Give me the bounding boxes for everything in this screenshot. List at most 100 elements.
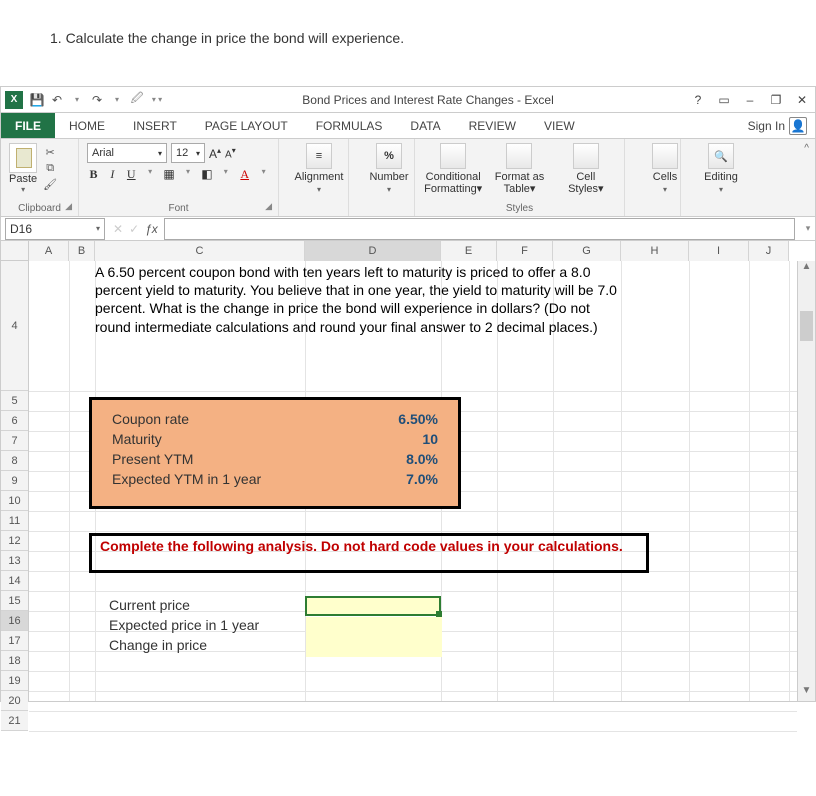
row-header-11[interactable]: 11	[1, 511, 28, 531]
row-header-4[interactable]: 4	[1, 261, 28, 391]
fill-handle[interactable]	[436, 611, 442, 617]
vertical-scrollbar[interactable]: ▲ ▼	[797, 261, 815, 701]
collapse-ribbon-icon[interactable]: ^	[798, 139, 815, 216]
editing-icon[interactable]: 🔍	[708, 143, 734, 169]
formula-input[interactable]	[164, 218, 795, 240]
col-header-E[interactable]: E	[441, 241, 497, 261]
format-as-table-icon[interactable]	[506, 143, 532, 169]
qat-redo-drop[interactable]: ▾	[107, 90, 127, 110]
row-header-15[interactable]: 15	[1, 591, 28, 611]
col-header-I[interactable]: I	[689, 241, 749, 261]
row-header-21[interactable]: 21	[1, 711, 28, 731]
row-header-7[interactable]: 7	[1, 431, 28, 451]
paste-icon[interactable]	[9, 143, 37, 173]
paste-button[interactable]: Paste	[9, 173, 37, 185]
tab-file[interactable]: FILE	[1, 113, 55, 138]
cell-styles-icon[interactable]	[573, 143, 599, 169]
conditional-formatting-icon[interactable]	[440, 143, 466, 169]
row-header-16[interactable]: 16	[1, 611, 28, 631]
row-header-14[interactable]: 14	[1, 571, 28, 591]
col-header-G[interactable]: G	[553, 241, 621, 261]
italic-button[interactable]: I	[106, 167, 119, 182]
font-launcher-icon[interactable]: ◢	[265, 201, 272, 212]
qat-undo-drop[interactable]: ▾	[67, 90, 87, 110]
row-header-12[interactable]: 12	[1, 531, 28, 551]
font-name-select[interactable]: Arial▾	[87, 143, 167, 163]
bold-button[interactable]: B	[87, 167, 100, 182]
row-header-20[interactable]: 20	[1, 691, 28, 711]
format-painter-icon[interactable]: 🖌	[41, 177, 59, 191]
borders-icon[interactable]: ▦	[163, 167, 176, 182]
cell-d18[interactable]	[306, 637, 442, 657]
tab-data[interactable]: DATA	[396, 113, 454, 138]
tab-review[interactable]: REVIEW	[455, 113, 530, 138]
row-header-18[interactable]: 18	[1, 651, 28, 671]
editing-button[interactable]: Editing	[704, 171, 738, 183]
qat-customize-icon[interactable]: 🖉	[127, 90, 147, 110]
underline-button[interactable]: U	[125, 167, 138, 182]
tab-insert[interactable]: INSERT	[119, 113, 191, 138]
sign-in[interactable]: Sign In 👤	[740, 113, 815, 138]
qat-redo-icon[interactable]: ↷	[87, 90, 107, 110]
cut-icon[interactable]: ✂	[41, 145, 59, 159]
fx-icon[interactable]: ƒx	[145, 222, 158, 236]
worksheet-cells[interactable]: A 6.50 percent coupon bond with ten year…	[29, 261, 797, 701]
cancel-formula-icon[interactable]: ✕	[113, 222, 123, 236]
alignment-button[interactable]: Alignment	[295, 171, 344, 183]
tab-home[interactable]: HOME	[55, 113, 119, 138]
col-header-A[interactable]: A	[29, 241, 69, 261]
cell-styles-button[interactable]: CellStyles▾	[568, 171, 603, 195]
font-color-drop[interactable]: ▾	[257, 167, 270, 182]
ribbon-options-icon[interactable]: ▭	[715, 93, 733, 107]
qat-undo-icon[interactable]: ↶	[47, 90, 67, 110]
row-header-10[interactable]: 10	[1, 491, 28, 511]
name-box[interactable]: D16 ▾	[5, 218, 105, 240]
row-header-9[interactable]: 9	[1, 471, 28, 491]
paste-drop[interactable]: ▾	[21, 185, 25, 194]
active-cell-d16[interactable]	[305, 596, 441, 616]
clipboard-launcher-icon[interactable]: ◢	[65, 201, 72, 212]
col-header-F[interactable]: F	[497, 241, 553, 261]
conditional-formatting-button[interactable]: ConditionalFormatting▾	[424, 171, 482, 195]
fill-color-icon[interactable]: ◧	[200, 167, 213, 182]
underline-drop[interactable]: ▾	[144, 167, 157, 182]
percent-icon[interactable]: %	[376, 143, 402, 169]
col-header-H[interactable]: H	[621, 241, 689, 261]
row-header-13[interactable]: 13	[1, 551, 28, 571]
select-all-corner[interactable]	[1, 241, 29, 261]
row-header-19[interactable]: 19	[1, 671, 28, 691]
font-size-select[interactable]: 12▾	[171, 143, 205, 163]
help-icon[interactable]: ?	[689, 93, 707, 107]
row-header-5[interactable]: 5	[1, 391, 28, 411]
format-as-table-button[interactable]: Format asTable▾	[495, 171, 545, 195]
cell-d17[interactable]	[306, 617, 442, 637]
scroll-up-icon[interactable]: ▲	[798, 261, 815, 277]
tab-view[interactable]: VIEW	[530, 113, 589, 138]
fill-drop[interactable]: ▾	[219, 167, 232, 182]
qat-more[interactable]: ▾ ▾	[147, 90, 167, 110]
increase-font-icon[interactable]: A▴	[209, 146, 221, 161]
qat-save-icon[interactable]: 💾	[27, 90, 47, 110]
tab-page-layout[interactable]: PAGE LAYOUT	[191, 113, 302, 138]
minimize-icon[interactable]: –	[741, 93, 759, 107]
scroll-thumb[interactable]	[800, 311, 813, 341]
number-button[interactable]: Number	[369, 171, 408, 183]
col-header-J[interactable]: J	[749, 241, 789, 261]
enter-formula-icon[interactable]: ✓	[129, 222, 139, 236]
borders-drop[interactable]: ▾	[182, 167, 195, 182]
row-header-17[interactable]: 17	[1, 631, 28, 651]
row-header-8[interactable]: 8	[1, 451, 28, 471]
decrease-font-icon[interactable]: A▾	[225, 146, 236, 160]
alignment-icon[interactable]: ≡	[306, 143, 332, 169]
expand-formula-bar-icon[interactable]: ▾	[801, 223, 815, 234]
col-header-C[interactable]: C	[95, 241, 305, 261]
cells-button[interactable]: Cells	[653, 171, 677, 183]
copy-icon[interactable]: ⧉	[41, 161, 59, 175]
scroll-down-icon[interactable]: ▼	[798, 685, 815, 701]
font-color-icon[interactable]: A	[238, 167, 251, 182]
close-icon[interactable]: ✕	[793, 93, 811, 107]
row-header-6[interactable]: 6	[1, 411, 28, 431]
col-header-B[interactable]: B	[69, 241, 95, 261]
tab-formulas[interactable]: FORMULAS	[302, 113, 397, 138]
col-header-D[interactable]: D	[305, 241, 441, 261]
